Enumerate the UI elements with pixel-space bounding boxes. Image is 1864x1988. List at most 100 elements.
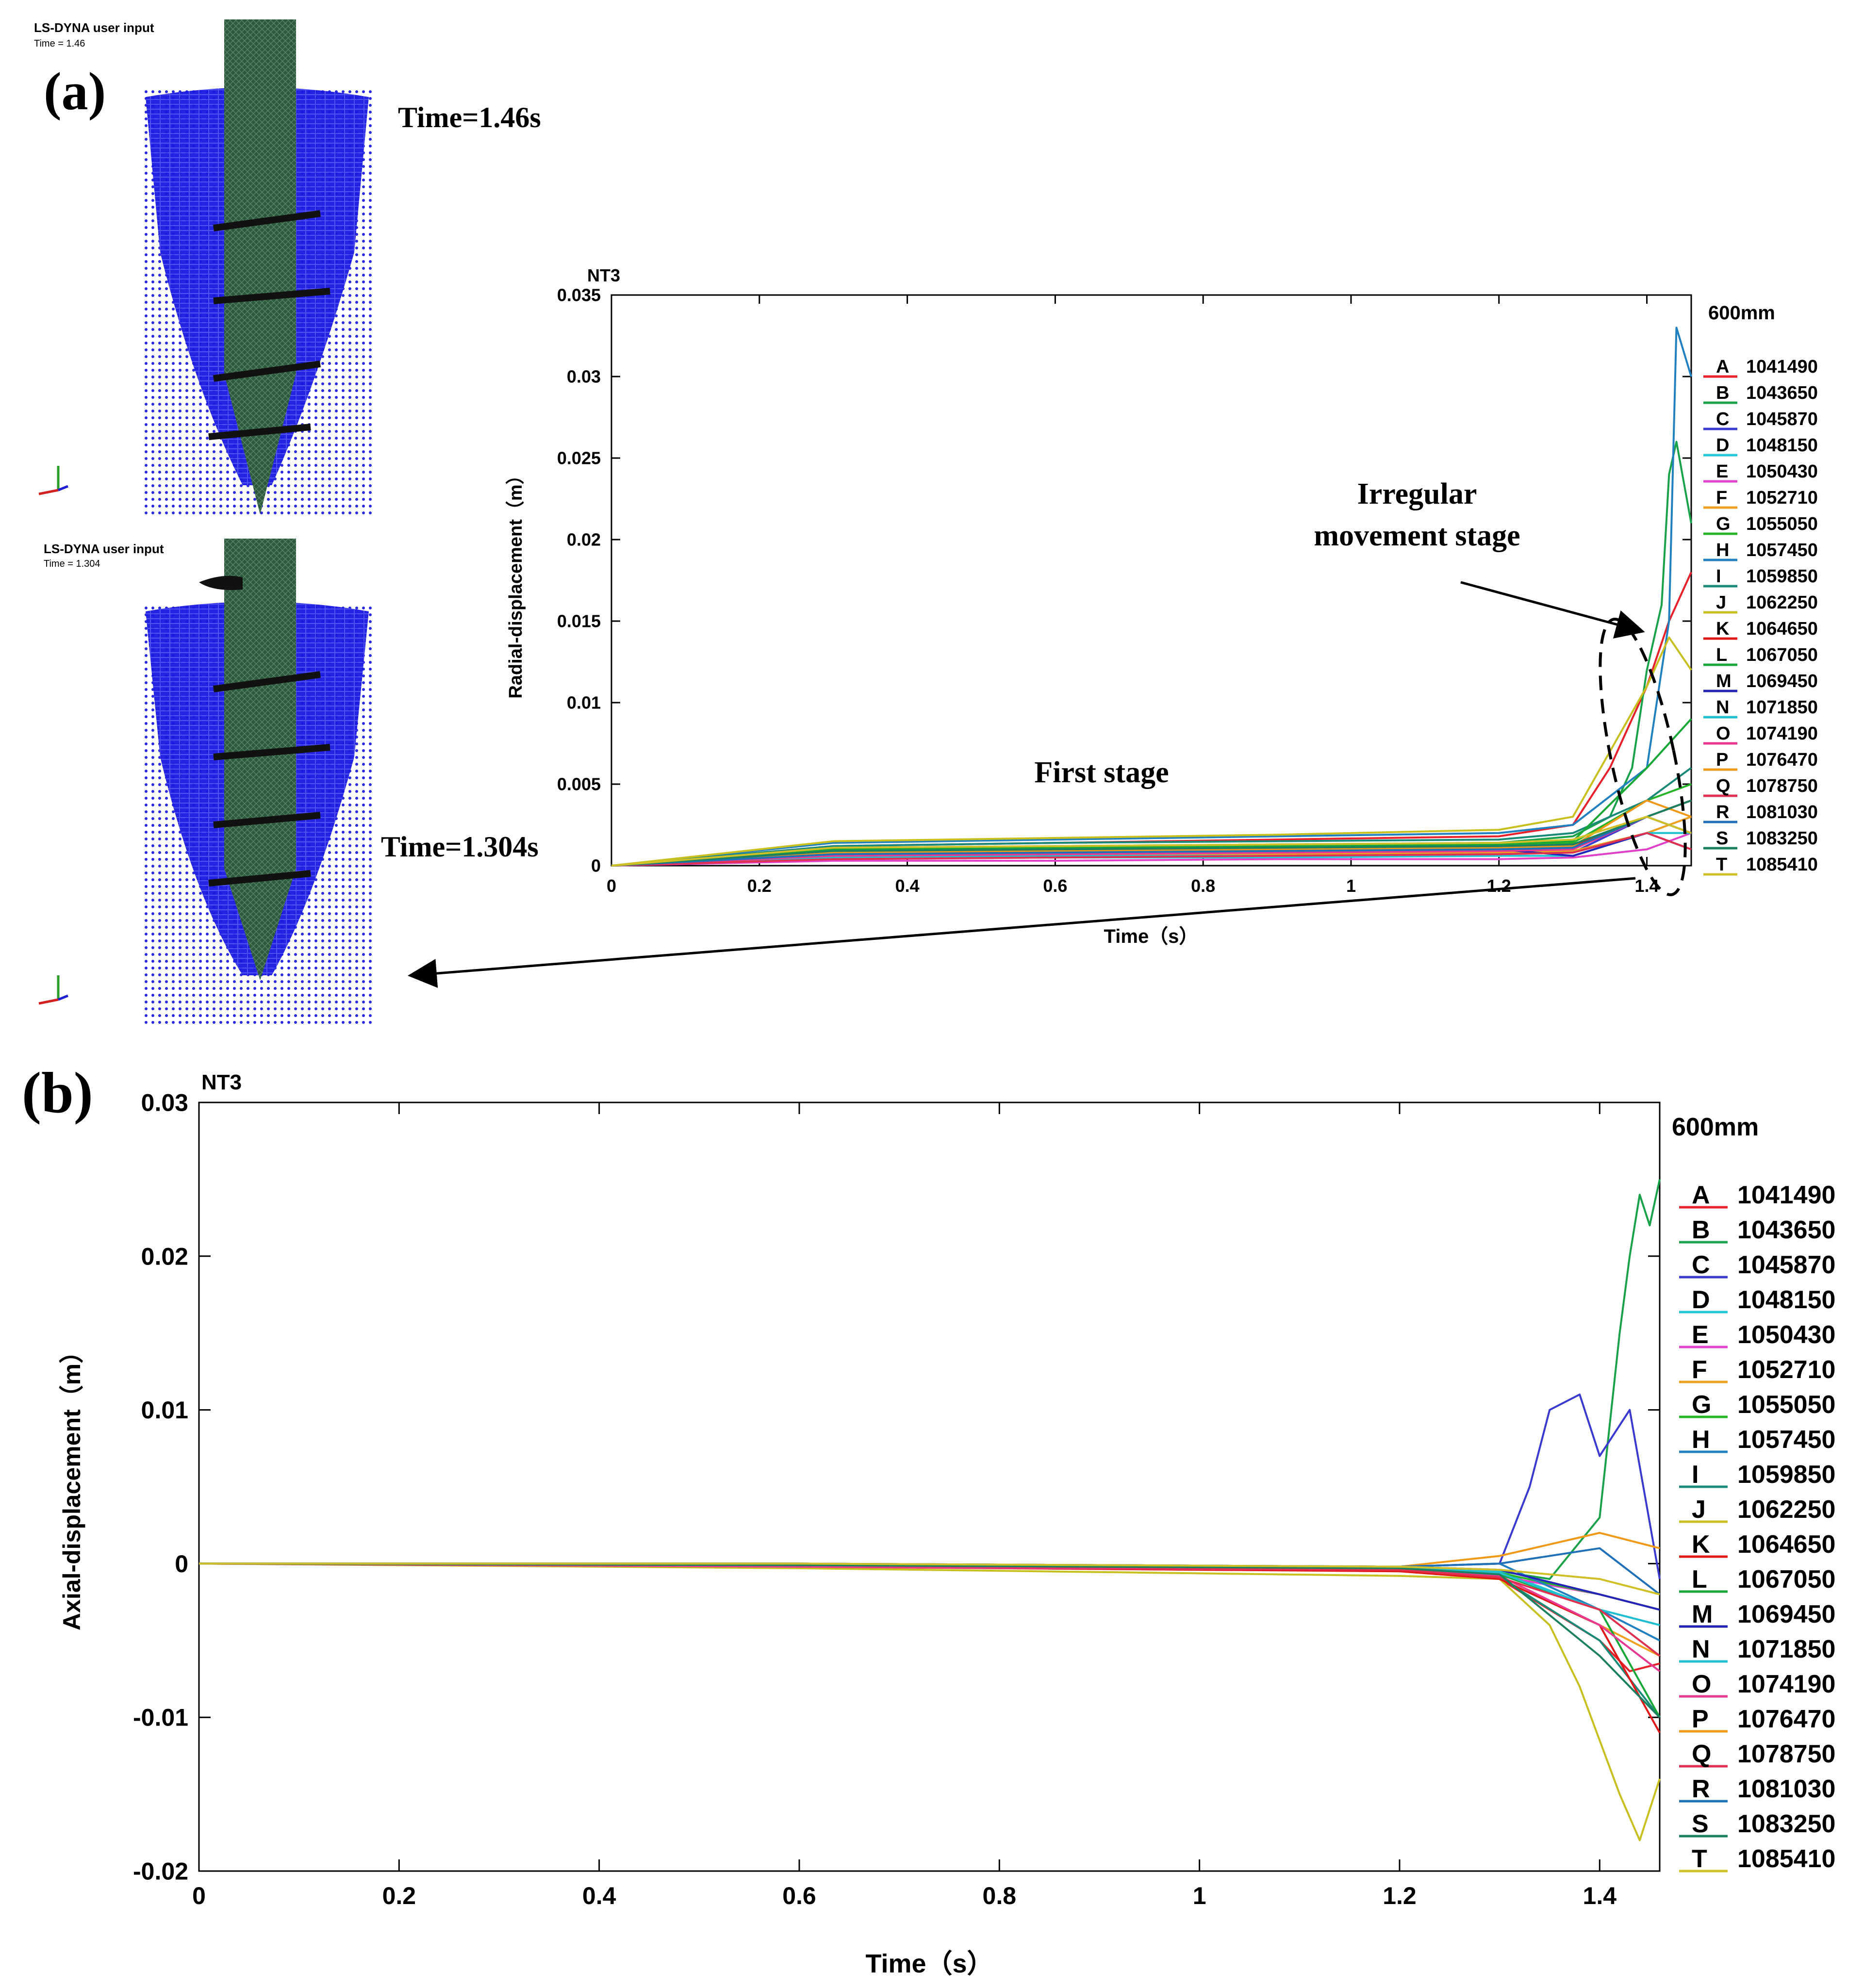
legend-id: 1050430 (1746, 461, 1818, 482)
legend-letter: F (1692, 1356, 1707, 1384)
pile-top (224, 19, 296, 514)
legend-entry-o: O 1074190 (1703, 723, 1818, 745)
sim-bottom-time: Time = 1.304 (44, 559, 100, 569)
legend-id: 1057450 (1746, 540, 1818, 560)
series-line-p (199, 1532, 1660, 1568)
x-tick-label: 0 (192, 1882, 206, 1909)
helix-tip-bottom (199, 575, 243, 590)
axial-legend: A 1041490 B 1043650 C 1045870 D 1048150 E 1050430… (1679, 1181, 1835, 1873)
legend-letter: G (1716, 514, 1731, 534)
x-tick-label: 1.4 (1583, 1882, 1617, 1909)
irregular-stage-label-1: Irregular (1357, 477, 1477, 510)
legend-entry-i: I 1059850 (1679, 1461, 1835, 1489)
legend-id: 1071850 (1737, 1635, 1835, 1663)
legend-letter: I (1716, 566, 1721, 587)
legend-id: 1085410 (1737, 1845, 1835, 1873)
legend-letter: K (1692, 1530, 1710, 1559)
x-tick-label: 0.4 (582, 1882, 616, 1909)
legend-id: 1067050 (1746, 645, 1818, 665)
series-line-t (611, 816, 1692, 867)
legend-entry-n: N 1071850 (1703, 697, 1818, 719)
legend-entry-c: C 1045870 (1679, 1251, 1835, 1279)
helix-blades-bottom (208, 671, 330, 887)
x-tick-label: 0.8 (1191, 876, 1215, 896)
legend-entry-b: B 1043650 (1703, 383, 1818, 404)
legend-letter: A (1716, 357, 1729, 377)
legend-id: 1050430 (1737, 1321, 1835, 1349)
legend-letter: R (1692, 1775, 1710, 1803)
helix-blades-top (208, 210, 330, 440)
legend-id: 1085410 (1746, 854, 1818, 875)
legend-entry-p: P 1076470 (1679, 1705, 1835, 1733)
legend-entry-f: F 1052710 (1703, 488, 1818, 509)
x-tick-label: 0.8 (983, 1882, 1017, 1909)
series-line-p (611, 799, 1692, 867)
x-tick-label: 0.6 (782, 1882, 816, 1909)
sim-top-caption: Time=1.46s (398, 101, 541, 133)
radial-x-label: Time（s） (1104, 926, 1199, 947)
y-tick-label: 0.03 (567, 367, 601, 387)
y-tick-label: 0 (591, 856, 601, 876)
legend-entry-b: B 1043650 (1679, 1216, 1835, 1244)
legend-entry-e: E 1050430 (1703, 461, 1818, 483)
legend-id: 1076470 (1737, 1705, 1835, 1733)
legend-letter: N (1716, 697, 1729, 718)
legend-id: 1064650 (1737, 1530, 1835, 1559)
legend-id: 1045870 (1746, 409, 1818, 429)
legend-id: 1078750 (1737, 1740, 1835, 1768)
series-line-s (198, 1562, 1661, 1718)
legend-letter: H (1716, 540, 1729, 560)
legend-id: 1055050 (1746, 514, 1818, 534)
legend-entry-i: I 1059850 (1703, 566, 1818, 588)
legend-letter: K (1716, 619, 1730, 639)
x-tick-label: 0.2 (747, 876, 772, 896)
legend-id: 1055050 (1737, 1391, 1835, 1419)
legend-id: 1043650 (1737, 1216, 1835, 1244)
axial-chart: (b) NT3 0 0.2 0.4 0.6 0.8 1 1.2 1.4-0.02-0.0100… (22, 1060, 1835, 1978)
legend-letter: B (1716, 383, 1729, 403)
irregular-stage-arrow (1460, 581, 1645, 639)
legend-letter: H (1692, 1426, 1710, 1454)
legend-letter: C (1716, 409, 1729, 429)
y-tick-label: 0.01 (141, 1397, 188, 1424)
legend-letter: O (1716, 723, 1731, 744)
legend-id: 1069450 (1737, 1600, 1835, 1628)
radial-axis-ticks: 0 0.2 0.4 0.6 0.8 1 1.2 1.4 0 0.005 0.01 0.015 0.02 0… (557, 285, 1691, 896)
series-line-a (198, 1562, 1660, 1673)
legend-letter: Q (1692, 1740, 1711, 1768)
series-line-i (198, 1562, 1661, 1718)
legend-entry-o: O 1074190 (1679, 1670, 1835, 1698)
sim-top-header: LS-DYNA user input (34, 20, 154, 35)
legend-entry-q: Q 1078750 (1703, 776, 1818, 797)
legend-entry-s: S 1083250 (1703, 828, 1818, 850)
legend-id: 1041490 (1746, 357, 1818, 377)
irregular-region-ellipse (1599, 618, 1687, 896)
legend-entry-l: L 1067050 (1679, 1565, 1835, 1594)
legend-id: 1059850 (1746, 566, 1818, 587)
legend-id: 1074190 (1737, 1670, 1835, 1698)
panel-a-label: (a) (44, 62, 106, 121)
legend-entry-c: C 1045870 (1703, 409, 1818, 430)
legend-entry-d: D 1048150 (1703, 435, 1818, 457)
legend-id: 1069450 (1746, 671, 1818, 691)
legend-letter: A (1692, 1181, 1710, 1209)
y-tick-label: 0.02 (141, 1243, 188, 1270)
series-line-l (198, 1562, 1661, 1718)
legend-entry-h: H 1057450 (1679, 1426, 1835, 1454)
legend-letter: M (1692, 1600, 1713, 1628)
radial-series (611, 327, 1692, 867)
legend-entry-k: K 1064650 (1703, 619, 1818, 640)
legend-id: 1052710 (1746, 488, 1818, 508)
legend-entry-f: F 1052710 (1679, 1356, 1835, 1384)
legend-id: 1045870 (1737, 1251, 1835, 1279)
legend-id: 1043650 (1746, 383, 1818, 403)
legend-id: 1074190 (1746, 723, 1818, 744)
axial-axis-ticks: 0 0.2 0.4 0.6 0.8 1 1.2 1.4 -0.02 -0.01 0 0.01 0.02 0… (133, 1089, 1660, 1909)
panel-b-label: (b) (22, 1060, 93, 1125)
legend-id: 1052710 (1737, 1356, 1835, 1384)
legend-letter: C (1692, 1251, 1710, 1279)
y-tick-label: 0.005 (557, 774, 601, 794)
legend-letter: S (1692, 1810, 1709, 1838)
y-tick-label: 0.025 (557, 448, 601, 468)
